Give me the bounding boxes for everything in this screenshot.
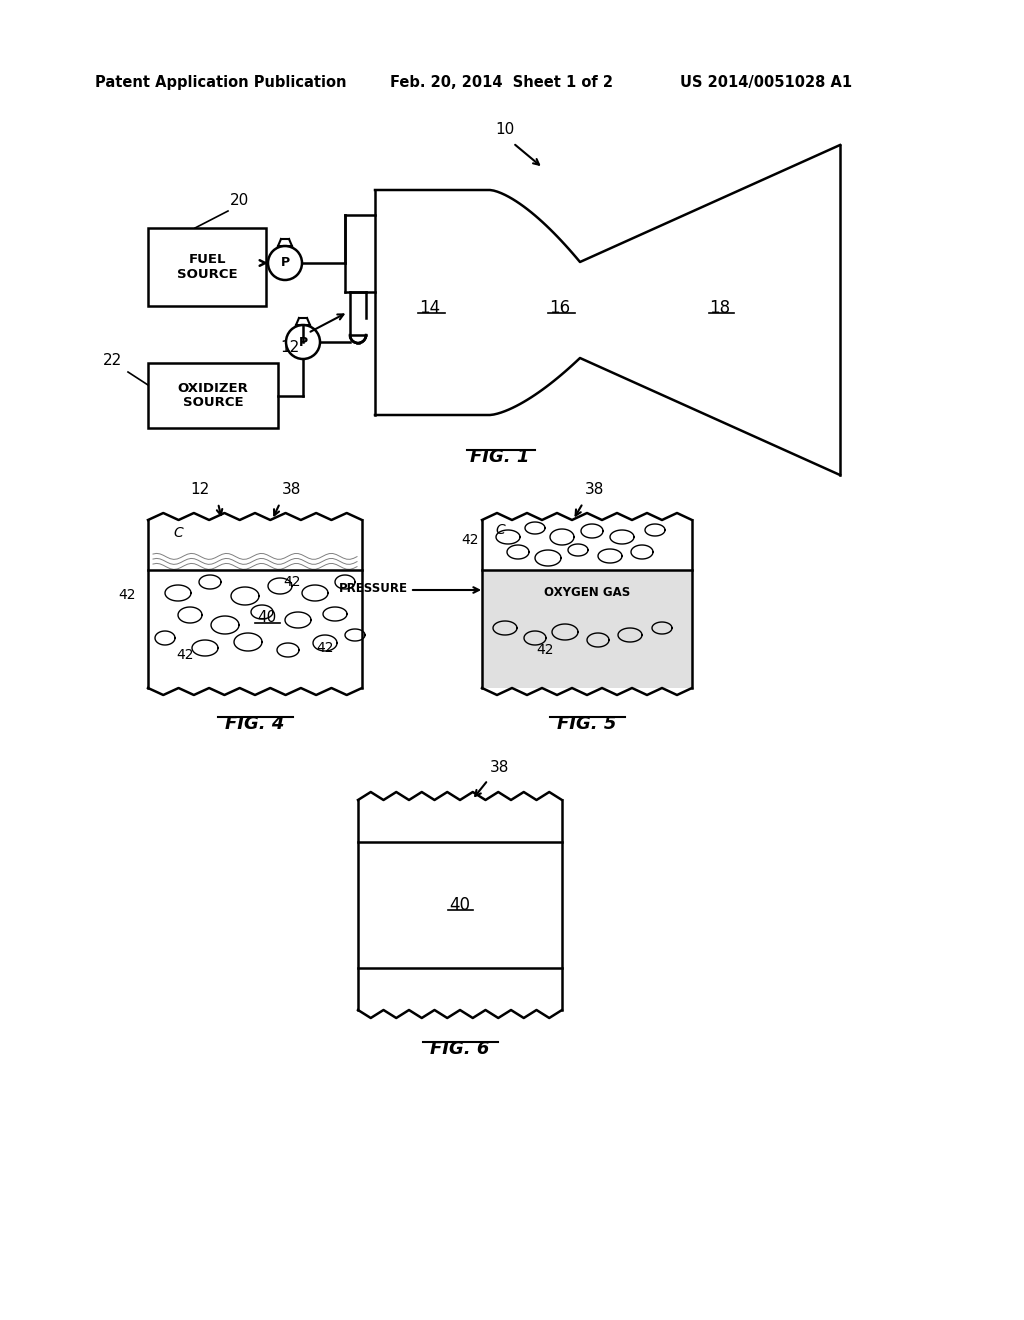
Text: OXYGEN GAS: OXYGEN GAS — [544, 586, 630, 599]
Text: 42: 42 — [176, 648, 194, 663]
Text: US 2014/0051028 A1: US 2014/0051028 A1 — [680, 75, 852, 90]
Text: FIG. 6: FIG. 6 — [430, 1040, 489, 1059]
Text: P: P — [281, 256, 290, 269]
Bar — [482, 570, 692, 688]
Text: 14: 14 — [420, 300, 440, 317]
Text: FIG. 5: FIG. 5 — [557, 715, 616, 733]
Text: 42: 42 — [284, 576, 301, 589]
Text: FUEL
SOURCE: FUEL SOURCE — [177, 253, 238, 281]
Bar — [148, 363, 278, 428]
Text: 12: 12 — [281, 341, 300, 355]
Text: 42: 42 — [462, 533, 479, 546]
Text: 16: 16 — [550, 300, 570, 317]
Text: P: P — [298, 335, 307, 348]
Text: 18: 18 — [710, 300, 730, 317]
Bar — [148, 228, 266, 306]
Text: 38: 38 — [282, 482, 301, 498]
Text: C: C — [173, 525, 183, 540]
Text: 40: 40 — [450, 896, 470, 913]
Text: C: C — [496, 523, 505, 537]
Text: OXIDIZER
SOURCE: OXIDIZER SOURCE — [177, 381, 249, 409]
Text: 42: 42 — [316, 642, 334, 655]
Text: 22: 22 — [102, 352, 122, 368]
Text: 38: 38 — [490, 760, 509, 775]
Text: PRESSURE: PRESSURE — [339, 582, 408, 594]
Text: 20: 20 — [230, 193, 249, 209]
Text: 40: 40 — [257, 610, 276, 626]
Text: FIG. 4: FIG. 4 — [225, 715, 285, 733]
Text: 42: 42 — [119, 587, 136, 602]
Text: FIG. 1: FIG. 1 — [470, 447, 529, 466]
Text: 38: 38 — [585, 482, 604, 498]
Text: Patent Application Publication: Patent Application Publication — [95, 75, 346, 90]
Text: 10: 10 — [496, 121, 515, 137]
Text: 42: 42 — [537, 643, 554, 657]
Text: 12: 12 — [190, 482, 210, 498]
Text: Feb. 20, 2014  Sheet 1 of 2: Feb. 20, 2014 Sheet 1 of 2 — [390, 75, 613, 90]
